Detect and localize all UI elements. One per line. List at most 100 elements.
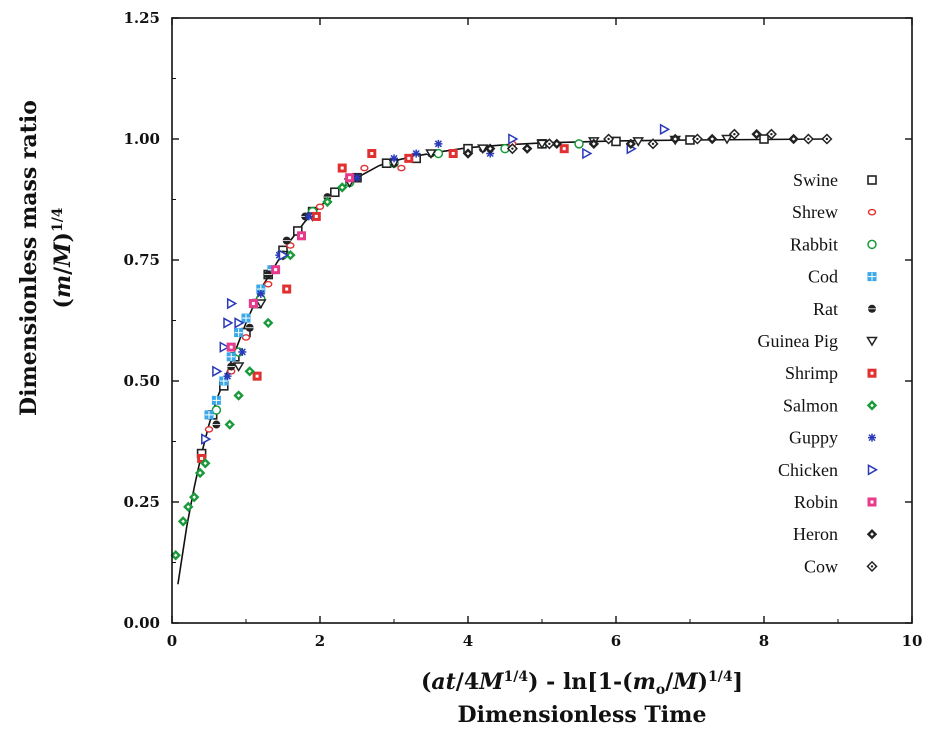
data-point-cow [802,133,814,145]
y-tick-label: 1.00 [123,130,160,148]
data-point-robin [226,342,236,352]
data-point-guinea-pig [476,144,489,155]
data-point-shrimp [404,153,414,163]
data-point-guinea-pig [632,137,645,147]
legend-label-guinea-pig: Guinea Pig [758,331,839,351]
data-point-cod [226,352,236,362]
data-point-cow [603,133,615,145]
data-point-salmon [244,366,255,377]
data-point-cod [211,395,221,405]
y-tick-label: 0.50 [123,372,160,390]
data-point-heron [669,133,681,145]
data-point-salmon [188,491,200,503]
legend-marker-rat [868,304,876,313]
data-point-cod [204,410,214,420]
data-point-robin [345,173,355,183]
legend-marker-guinea-pig [866,336,878,347]
data-point-salmon [233,390,244,401]
data-point-chicken [508,133,519,145]
data-point-guppy [256,289,265,298]
legend-marker-guppy [868,433,876,442]
data-point-chicken [278,249,290,261]
data-point-salmon [322,196,333,208]
legend-label-cod: Cod [808,267,838,287]
data-point-chicken [219,341,230,353]
data-point-swine [329,187,340,198]
data-point-shrew [264,280,273,288]
data-point-heron [751,128,762,140]
data-point-shrimp [252,371,262,381]
data-point-salmon [336,182,348,193]
data-point-cod [234,328,244,338]
data-point-rat [245,323,254,332]
legend-label-chicken: Chicken [778,460,838,480]
legend-label-cow: Cow [804,556,838,576]
data-points-layer [170,123,833,561]
legend-marker-robin [867,497,877,507]
data-point-guppy [434,139,443,148]
data-point-heron [484,143,496,154]
legend-marker-heron [866,528,878,540]
data-point-shrew [241,334,251,341]
legend-marker-salmon [866,400,878,411]
y-tick-label: 0.25 [123,493,160,511]
data-point-shrimp [448,149,458,159]
data-point-salmon [262,317,274,329]
data-point-shrimp [367,149,377,159]
legend-marker-shrew [867,208,877,216]
legend-marker-cow [866,560,878,572]
data-point-cow [543,138,555,150]
x-tick-label: 8 [759,632,769,650]
data-point-cod [241,313,251,323]
legend-label-heron: Heron [793,524,838,544]
data-point-guppy [223,372,232,381]
data-point-chicken [201,433,212,445]
data-point-cow [765,128,777,140]
data-point-guppy [304,212,313,221]
data-point-heron [551,138,563,150]
axis-ticks: 0 2 4 6 8 10 0.00 0.25 0.50 0.75 1.00 1.25 [123,9,922,650]
data-point-guppy [353,173,361,182]
x-tick-label: 6 [611,632,621,650]
legend-label-rabbit: Rabbit [790,234,838,254]
data-point-shrimp [337,163,347,173]
x-axis-title-line2: Dimensionless Time [458,702,707,728]
data-point-cow [728,128,740,140]
data-point-rat [264,270,273,279]
data-point-cod [219,376,229,386]
data-point-cow [647,138,659,150]
y-axis-title-line2: (m/M)1/4 [50,207,76,308]
data-point-cow [821,133,833,145]
y-tick-label: 0.75 [123,251,160,269]
data-point-cow [506,143,518,155]
data-point-swine [759,134,769,144]
data-point-chicken [582,147,593,160]
data-point-rat [212,420,221,429]
legend-label-shrew: Shrew [792,202,838,222]
legend-label-robin: Robin [794,492,838,512]
data-point-guinea-pig [721,134,733,145]
data-point-guppy [412,149,421,158]
data-point-robin [271,265,281,275]
data-point-salmon [177,516,189,527]
data-point-swine [685,135,695,145]
data-point-shrew [286,242,295,249]
data-point-chicken [226,297,238,310]
legend-label-guppy: Guppy [789,428,838,448]
x-axis-title-line1: (at/4M1/4) - ln[1-(mo/M)1/4] [421,669,743,698]
x-tick-label: 0 [167,632,177,650]
legend-label-salmon: Salmon [783,395,838,415]
data-point-shrew [397,164,406,172]
data-point-guinea-pig [425,149,437,159]
data-point-heron [625,138,637,150]
x-tick-label: 4 [463,632,473,650]
data-point-shrimp [311,211,321,221]
legend: Swine Shrew Rabbit Cod Rat Guinea Pig Shrimp Sa… [758,170,879,576]
data-point-salmon [183,501,194,513]
data-point-heron [788,133,799,145]
data-point-robin [248,299,258,309]
data-point-shrimp [559,144,569,154]
data-point-chicken [234,317,245,329]
data-point-heron [521,143,533,154]
y-axis-title-line1: Dimensionless mass ratio [16,100,42,416]
